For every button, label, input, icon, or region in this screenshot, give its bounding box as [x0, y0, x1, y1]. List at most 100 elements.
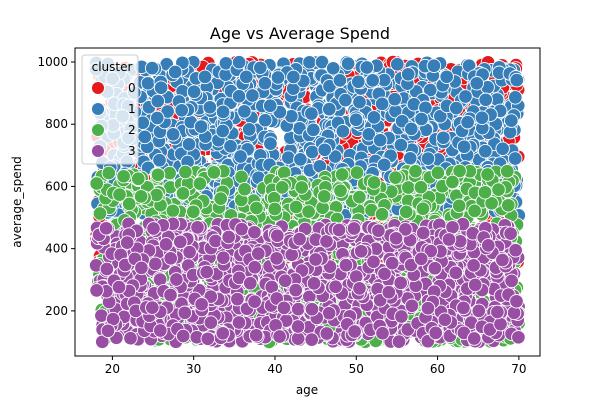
scatter-point-cluster-3 [199, 264, 214, 280]
scatter-point-cluster-3 [169, 272, 184, 287]
x-tick-label: 30 [186, 362, 201, 376]
scatter-point-cluster-3 [441, 232, 457, 247]
scatter-point-cluster-1 [439, 69, 454, 85]
scatter-point-cluster-2 [484, 196, 499, 211]
scatter-point-cluster-2 [415, 201, 431, 216]
scatter-point-cluster-1 [197, 69, 213, 85]
scatter-point-cluster-3 [208, 233, 223, 249]
x-tick-label: 70 [511, 362, 526, 376]
scatter-point-cluster-2 [206, 165, 222, 180]
scatter-point-cluster-3 [495, 252, 510, 268]
chart-title: Age vs Average Spend [210, 24, 390, 43]
scatter-point-cluster-1 [365, 73, 380, 88]
scatter-point-cluster-3 [194, 297, 209, 312]
scatter-point-cluster-3 [366, 254, 381, 270]
scatter-point-cluster-1 [270, 70, 286, 85]
scatter-point-cluster-2 [366, 175, 382, 190]
scatter-point-cluster-3 [456, 300, 471, 316]
scatter-point-cluster-3 [276, 300, 292, 316]
scatter-point-cluster-2 [388, 170, 403, 185]
scatter-point-cluster-1 [257, 112, 273, 128]
scatter-point-cluster-3 [89, 283, 104, 298]
scatter-point-cluster-3 [230, 291, 245, 307]
scatter-point-cluster-3 [308, 252, 323, 267]
scatter-point-cluster-3 [158, 237, 174, 252]
scatter-point-cluster-1 [174, 103, 189, 118]
scatter-point-cluster-3 [98, 221, 114, 236]
scatter-point-cluster-1 [304, 144, 320, 160]
scatter-point-cluster-3 [243, 275, 258, 291]
scatter-point-cluster-3 [248, 328, 264, 343]
scatter-point-cluster-3 [134, 260, 149, 276]
scatter-point-cluster-1 [245, 88, 260, 103]
scatter-point-cluster-3 [394, 309, 409, 324]
scatter-point-cluster-2 [401, 180, 416, 195]
scatter-point-cluster-1 [140, 76, 156, 91]
scatter-point-cluster-3 [423, 243, 439, 259]
scatter-point-cluster-3 [404, 298, 420, 314]
scatter-point-cluster-3 [163, 287, 178, 303]
x-tick-label: 40 [267, 362, 282, 376]
scatter-point-cluster-2 [192, 176, 208, 191]
scatter-point-cluster-1 [150, 110, 165, 126]
scatter-point-cluster-3 [420, 300, 436, 316]
scatter-point-cluster-3 [398, 222, 413, 237]
scatter-point-cluster-1 [509, 72, 525, 88]
scatter-point-cluster-1 [404, 121, 419, 137]
scatter-point-cluster-1 [257, 75, 273, 91]
scatter-point-cluster-1 [160, 104, 175, 119]
legend-title: cluster [92, 60, 133, 74]
scatter-point-cluster-2 [294, 180, 309, 195]
scatter-point-cluster-2 [398, 204, 414, 220]
scatter-point-cluster-1 [351, 74, 366, 89]
scatter-point-cluster-3 [200, 331, 216, 347]
scatter-point-cluster-2 [101, 165, 117, 181]
x-tick-label: 50 [349, 362, 364, 376]
scatter-point-cluster-2 [413, 179, 429, 195]
scatter-point-cluster-1 [327, 149, 343, 164]
scatter-point-cluster-3 [190, 220, 205, 235]
scatter-point-cluster-3 [471, 303, 487, 319]
scatter-point-cluster-3 [384, 255, 400, 271]
y-tick-label: 400 [45, 242, 68, 256]
scatter-point-cluster-1 [507, 151, 523, 166]
scatter-point-cluster-1 [262, 98, 278, 113]
scatter-point-cluster-1 [400, 67, 416, 82]
scatter-point-cluster-3 [173, 234, 188, 250]
scatter-point-cluster-3 [163, 251, 178, 266]
y-tick-label: 200 [45, 304, 68, 318]
scatter-point-cluster-2 [288, 199, 304, 215]
scatter-point-cluster-3 [148, 256, 163, 272]
scatter-point-cluster-1 [338, 92, 353, 108]
scatter-point-cluster-3 [509, 294, 524, 309]
scatter-point-cluster-2 [89, 176, 104, 191]
scatter-point-cluster-3 [508, 242, 523, 258]
scatter-point-cluster-3 [304, 301, 320, 317]
plot-frame [74, 47, 541, 357]
scatter-point-cluster-3 [146, 221, 161, 236]
scatter-point-cluster-1 [237, 104, 252, 119]
scatter-point-cluster-3 [467, 277, 483, 293]
scatter-point-cluster-3 [388, 231, 404, 246]
x-tick-label: 20 [105, 362, 120, 376]
scatter-point-cluster-2 [491, 182, 506, 197]
scatter-point-cluster-1 [325, 61, 341, 76]
scatter-point-cluster-3 [247, 225, 262, 240]
scatter-point-cluster-3 [145, 300, 160, 315]
scatter-point-cluster-1 [474, 110, 490, 125]
scatter-point-cluster-1 [402, 151, 418, 166]
scatter-point-cluster-1 [414, 111, 429, 127]
scatter-points [88, 54, 527, 350]
scatter-point-cluster-1 [420, 151, 436, 166]
y-tick-label: 600 [45, 179, 68, 193]
scatter-point-cluster-2 [274, 180, 290, 195]
scatter-point-cluster-1 [314, 54, 330, 70]
scatter-point-cluster-3 [306, 276, 322, 291]
x-tick-label: 60 [430, 362, 445, 376]
scatter-point-cluster-1 [387, 91, 402, 107]
scatter-point-cluster-1 [322, 101, 337, 117]
scatter-point-cluster-3 [428, 325, 443, 341]
